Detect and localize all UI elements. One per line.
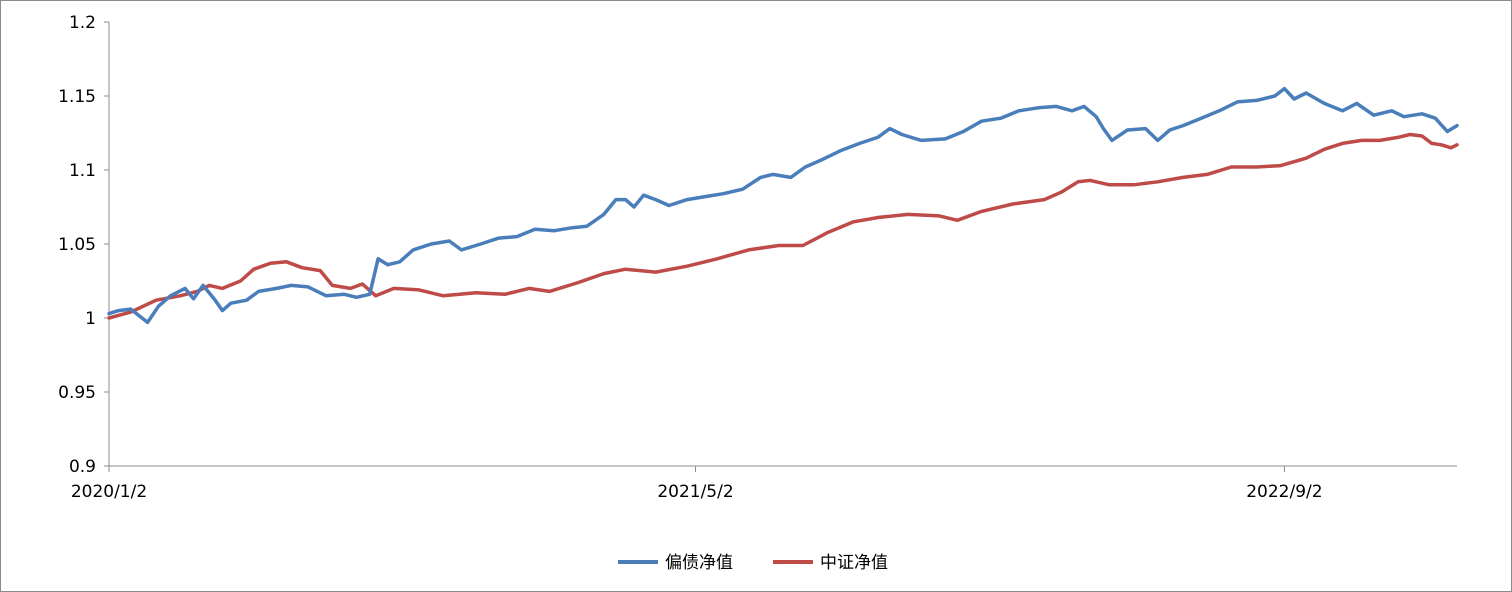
x-tick-label: 2020/1/2 [71,482,147,502]
y-tick-label: 1.15 [58,87,96,107]
y-tick-label: 0.95 [58,383,96,403]
y-tick-label: 1 [85,309,96,329]
y-tick-label: 0.9 [69,457,96,477]
y-tick-label: 1.1 [69,161,96,181]
y-tick-label: 1.2 [69,13,96,33]
series-lines [107,86,1459,325]
x-tick-label: 2021/5/2 [657,482,733,502]
y-tick-label: 1.05 [58,235,96,255]
x-ticks: 2020/1/2 2021/5/2 2022/9/2 [71,466,1323,502]
legend-label-bond: 偏债净值 [665,553,733,573]
x-tick-label: 2022/9/2 [1246,482,1322,502]
y-ticks: 1.2 1.15 1.1 1.05 1 0.95 0.9 [58,13,109,477]
series-line-bond [107,86,1459,325]
series-line-csi [107,132,1459,320]
legend: 偏债净值 中证净值 [618,553,888,573]
legend-label-csi: 中证净值 [820,553,888,573]
